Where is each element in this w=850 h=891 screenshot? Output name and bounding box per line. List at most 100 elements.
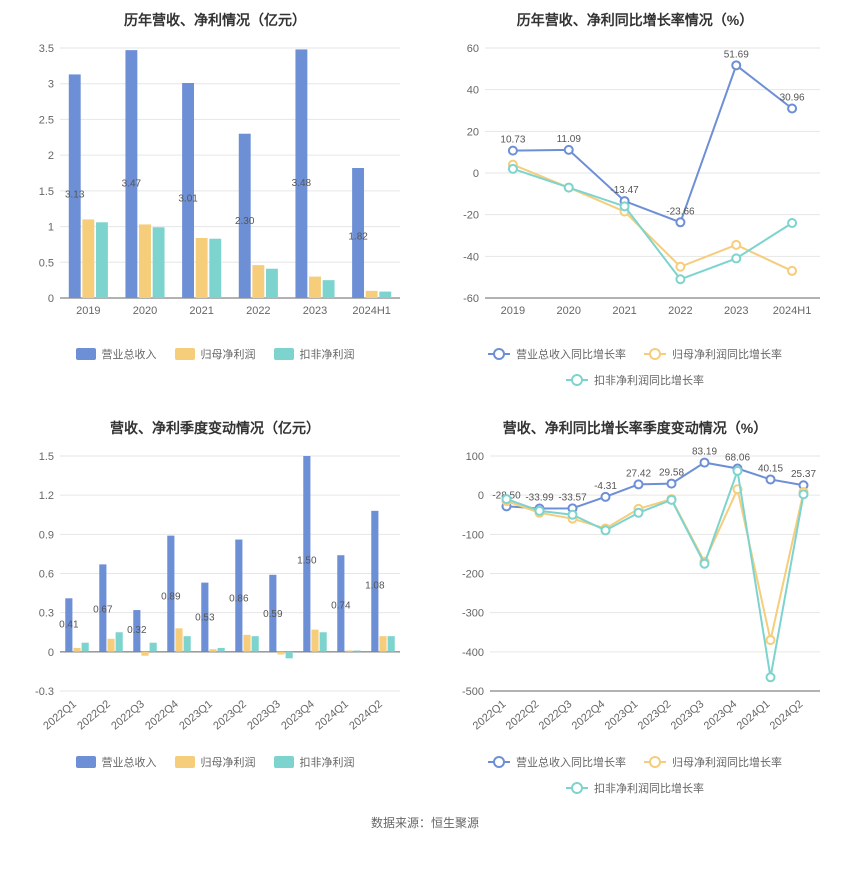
legend-swatch-line-icon [644, 756, 666, 768]
line-marker [767, 673, 775, 681]
legend-swatch-line-icon [566, 782, 588, 794]
bar [153, 227, 165, 298]
bar [379, 636, 386, 652]
svg-text:2023: 2023 [303, 305, 327, 317]
legend-item: 归母净利润同比增长率 [644, 754, 782, 770]
bar [320, 632, 327, 652]
legend-label: 营业总收入同比增长率 [516, 754, 626, 770]
chart-title: 历年营收、净利同比增长率情况（%） [517, 10, 753, 30]
svg-text:3: 3 [48, 79, 54, 91]
panel-quarterly-revenue-profit: 营收、净利季度变动情况（亿元） -0.300.30.60.91.21.50.41… [10, 418, 420, 796]
bar [286, 652, 293, 659]
line-marker [635, 480, 643, 488]
svg-text:2024Q1: 2024Q1 [313, 698, 351, 732]
svg-text:2023Q4: 2023Q4 [702, 698, 740, 732]
svg-text:0: 0 [473, 168, 479, 180]
svg-text:2023Q4: 2023Q4 [279, 698, 317, 732]
bar [252, 636, 259, 652]
svg-text:2023Q1: 2023Q1 [603, 698, 641, 732]
bar-value-label: 0.59 [263, 609, 283, 620]
svg-text:2022Q4: 2022Q4 [570, 698, 608, 732]
bar [345, 651, 352, 652]
line-value-label: 83.19 [692, 447, 717, 458]
bar [388, 636, 395, 652]
line-series [513, 65, 792, 222]
svg-text:2020: 2020 [557, 305, 581, 317]
footer-source-name: 恒生聚源 [431, 816, 479, 830]
svg-text:0.3: 0.3 [39, 608, 54, 620]
line-value-label: 27.42 [626, 468, 651, 479]
bar-value-label: 0.41 [59, 620, 79, 631]
legend-item: 扣非净利润同比增长率 [566, 372, 704, 388]
bar [323, 280, 335, 298]
bar [379, 292, 391, 298]
legend-item: 扣非净利润 [274, 754, 355, 770]
line-value-label: -33.99 [525, 492, 554, 503]
svg-text:2.5: 2.5 [39, 114, 54, 126]
legend-label: 扣非净利润 [300, 754, 355, 770]
bar-value-label: 3.48 [292, 178, 312, 189]
bar-value-label: 0.67 [93, 605, 113, 616]
chart-title: 历年营收、净利情况（亿元） [124, 10, 306, 30]
svg-text:2024Q2: 2024Q2 [768, 698, 806, 732]
svg-text:2: 2 [48, 150, 54, 162]
panel-quarterly-growth-rate: 营收、净利同比增长率季度变动情况（%） -500-400-300-200-100… [430, 418, 840, 796]
line-marker [767, 475, 775, 483]
svg-text:1.5: 1.5 [39, 451, 54, 463]
line-marker [668, 496, 676, 504]
bar [150, 643, 157, 652]
legend-label: 扣非净利润 [300, 346, 355, 362]
line-value-label: 29.58 [659, 468, 684, 479]
bar [209, 239, 221, 298]
svg-text:2022Q3: 2022Q3 [109, 698, 147, 732]
line-value-label: 30.96 [780, 93, 805, 104]
bar [266, 269, 278, 298]
legend-swatch-bar-icon [175, 756, 195, 768]
bar-value-label: 3.01 [178, 193, 198, 204]
bar [82, 219, 94, 298]
legend-label: 扣非净利润同比增长率 [594, 780, 704, 796]
svg-text:2019: 2019 [501, 305, 525, 317]
chart-legend: 营业总收入同比增长率 归母净利润同比增长率扣非净利润同比增长率 [430, 346, 840, 388]
bar-value-label: 0.86 [229, 593, 249, 604]
bar [252, 265, 264, 298]
svg-text:2021: 2021 [612, 305, 636, 317]
svg-text:2023: 2023 [724, 305, 748, 317]
legend-item: 营业总收入 [76, 754, 157, 770]
legend-item: 归母净利润同比增长率 [644, 346, 782, 362]
legend-item: 归母净利润 [175, 346, 256, 362]
svg-text:2023Q2: 2023Q2 [211, 698, 249, 732]
svg-text:2022Q2: 2022Q2 [75, 698, 113, 732]
bar [366, 291, 378, 298]
legend-item: 营业总收入 [76, 346, 157, 362]
svg-text:-60: -60 [463, 293, 479, 305]
legend-item: 扣非净利润 [274, 346, 355, 362]
svg-text:20: 20 [467, 126, 479, 138]
bar-value-label: 3.13 [65, 189, 85, 200]
bar [96, 222, 108, 298]
legend-swatch-line-icon [488, 756, 510, 768]
svg-text:2023Q1: 2023Q1 [177, 698, 215, 732]
legend-label: 营业总收入同比增长率 [516, 346, 626, 362]
svg-text:2022Q1: 2022Q1 [41, 698, 79, 732]
legend-swatch-bar-icon [274, 348, 294, 360]
chart-quarterly-line: -500-400-300-200-10001002022Q12022Q22022… [435, 446, 835, 746]
bar [82, 643, 89, 652]
svg-text:-100: -100 [462, 529, 484, 541]
line-marker [569, 511, 577, 519]
line-marker [635, 509, 643, 517]
line-value-label: 25.37 [791, 469, 816, 480]
legend-label: 扣非净利润同比增长率 [594, 372, 704, 388]
svg-text:2022Q4: 2022Q4 [143, 698, 181, 732]
line-value-label: -33.57 [558, 492, 587, 503]
footer-label: 数据来源： [371, 816, 431, 830]
line-marker [509, 147, 517, 155]
legend-swatch-bar-icon [76, 348, 96, 360]
line-series [513, 169, 792, 279]
svg-text:100: 100 [466, 451, 484, 463]
line-marker [536, 507, 544, 515]
bar [303, 456, 310, 652]
chart-title: 营收、净利季度变动情况（亿元） [110, 418, 320, 438]
svg-text:0.9: 0.9 [39, 529, 54, 541]
line-marker [676, 218, 684, 226]
